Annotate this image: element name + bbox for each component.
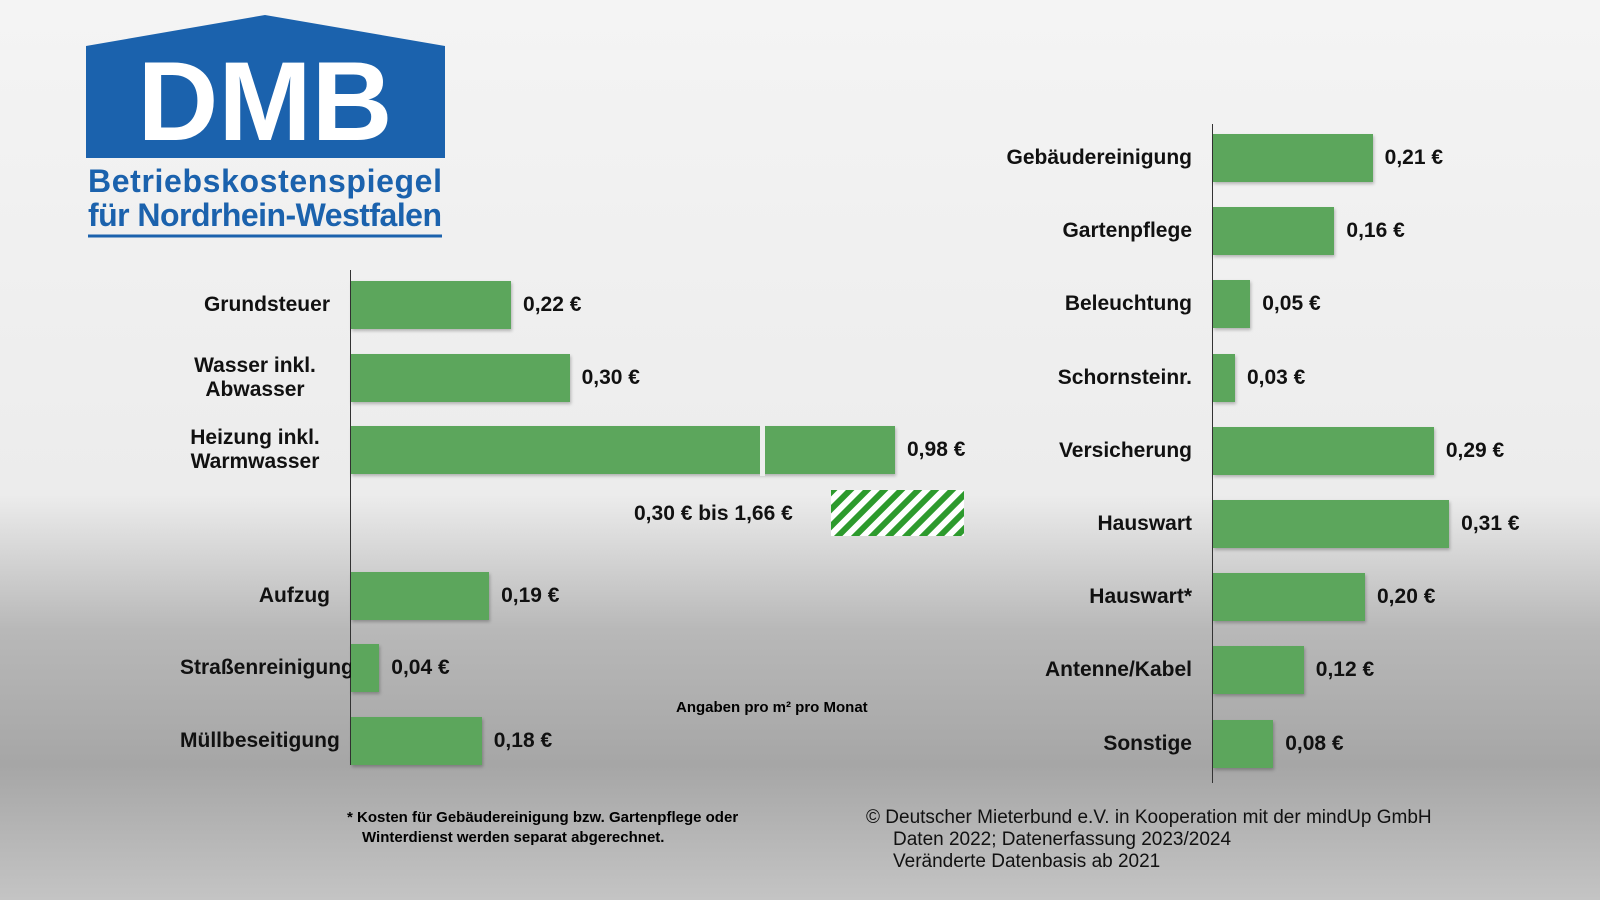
category-text: Straßenreinigung	[180, 656, 354, 679]
category-text: Heizung inkl. Warmwasser	[190, 426, 320, 473]
logo-house	[86, 15, 445, 158]
bar	[1213, 427, 1434, 475]
bar	[1213, 500, 1450, 548]
range-hatch	[831, 490, 964, 536]
footnote-line: * Kosten für Gebäudereinigung bzw. Garte…	[347, 809, 739, 826]
bar	[351, 717, 482, 765]
bar	[1213, 573, 1365, 621]
category-text: Schornsteinr.	[1057, 366, 1192, 389]
value-label: 0,18 €	[493, 729, 553, 752]
bar	[1213, 720, 1274, 768]
axis-line	[350, 270, 351, 765]
logo-name: DMB	[137, 39, 392, 164]
source-line: Veränderte Datenbasis ab 2021	[893, 851, 1161, 872]
source-line: © Deutscher Mieterbund e.V. in Kooperati…	[866, 807, 1432, 828]
category-label: Grundsteuer	[130, 275, 330, 335]
value-label: 0,03 €	[1246, 366, 1306, 389]
footnote: * Kosten für Gebäudereinigung bzw. Garte…	[347, 808, 738, 848]
axis-break	[760, 424, 765, 476]
category-text: Gartenpflege	[1062, 219, 1192, 242]
bar	[1213, 280, 1251, 328]
bar	[351, 281, 512, 329]
category-label: Hauswart	[952, 494, 1192, 554]
category-label: Straßenreinigung	[130, 638, 354, 698]
value-label: 0,29 €	[1445, 439, 1505, 462]
value-label: 0,19 €	[501, 584, 560, 607]
value-label: 0,31 €	[1461, 512, 1520, 535]
category-label: Antenne/Kabel	[952, 640, 1192, 700]
source: © Deutscher Mieterbund e.V. in Kooperati…	[866, 807, 1432, 873]
unit-note: Angaben pro m² pro Monat	[676, 699, 868, 716]
category-label: Gartenpflege	[952, 201, 1192, 261]
category-text: Aufzug	[258, 584, 330, 607]
range-label: 0,30 € bis 1,66 €	[634, 502, 793, 525]
bar	[351, 572, 490, 620]
logo-line1: Betriebskostenspiegel	[88, 163, 442, 199]
category-text: Gebäudereinigung	[1006, 146, 1192, 169]
value-label: 0,22 €	[523, 293, 582, 316]
category-text: Antenne/Kabel	[1044, 658, 1192, 681]
bar	[1213, 134, 1373, 182]
value-label: 0,04 €	[391, 656, 450, 679]
footnote-line: Winterdienst werden separat abgerechnet.	[362, 829, 665, 846]
category-text: Beleuchtung	[1064, 292, 1192, 315]
value-label: 0,21 €	[1384, 146, 1444, 169]
bar	[1213, 207, 1335, 255]
category-text: Müllbeseitigung	[180, 729, 340, 752]
bar	[351, 426, 895, 474]
category-label: Beleuchtung	[952, 274, 1192, 334]
category-label: Gebäudereinigung	[952, 128, 1192, 188]
bar	[351, 644, 380, 692]
category-text: Versicherung	[1058, 439, 1192, 462]
value-label: 0,16 €	[1346, 219, 1405, 242]
value-label: 0,30 €	[581, 366, 640, 389]
bar	[1213, 354, 1235, 402]
category-label: Heizung inkl. Warmwasser	[130, 420, 330, 480]
category-label: Aufzug	[130, 566, 330, 626]
category-text: Wasser inkl. Abwasser	[194, 354, 316, 401]
value-label: 0,98 €	[907, 438, 966, 461]
value-label: 0,05 €	[1262, 292, 1321, 315]
bar	[1213, 646, 1304, 694]
category-label: Wasser inkl. Abwasser	[130, 348, 330, 408]
bar	[351, 354, 570, 402]
category-label: Schornsteinr.	[952, 348, 1192, 408]
axis-line	[1212, 124, 1213, 783]
value-label: 0,08 €	[1285, 732, 1344, 755]
category-text: Hauswart	[1097, 512, 1192, 535]
category-label: Hauswart*	[952, 567, 1192, 627]
source-line: Daten 2022; Datenerfassung 2023/2024	[893, 829, 1232, 850]
category-label: Versicherung	[952, 421, 1192, 481]
category-label: Sonstige	[952, 714, 1192, 774]
category-label: Müllbeseitigung	[130, 711, 340, 771]
category-text: Hauswart*	[1089, 585, 1192, 608]
logo: DMB Betriebskostenspiegel für Nordrhein-…	[86, 15, 445, 238]
value-label: 0,20 €	[1377, 585, 1436, 608]
category-text: Grundsteuer	[203, 293, 330, 316]
logo-line2: für Nordrhein-Westfalen	[88, 197, 442, 233]
value-label: 0,12 €	[1315, 658, 1375, 681]
category-text: Sonstige	[1103, 732, 1192, 755]
